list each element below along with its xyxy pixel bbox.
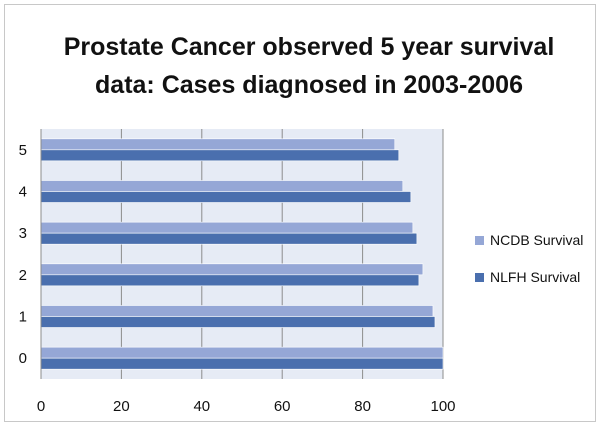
y-tick-label-5: 5 [19,142,27,159]
bar-nlfh-survival-1 [40,316,436,328]
chart-svg: Prostate Cancer observed 5 year survival… [19,33,584,415]
bar-ncdb-survival-1 [40,305,434,317]
chart-title-line-1: Prostate Cancer observed 5 year survival [64,33,555,61]
x-tick-label-60: 60 [274,398,291,415]
x-tick-label-100: 100 [430,398,455,415]
bar-nlfh-survival-5 [40,149,400,162]
chart-frame: Prostate Cancer observed 5 year survival… [4,4,596,422]
bar-ncdb-survival-0 [40,346,444,359]
bar-nlfh-survival-3 [40,232,418,245]
x-tick-label-20: 20 [113,398,130,415]
legend-label-ncdb-survival: NCDB Survival [490,232,583,248]
bar-nlfh-survival-2 [40,274,420,287]
y-tick-label-0: 0 [19,350,27,367]
legend-label-nlfh-survival: NLFH Survival [490,269,580,285]
bar-nlfh-survival-0 [40,357,444,370]
x-tick-label-80: 80 [354,398,371,415]
bar-ncdb-survival-2 [40,263,424,276]
legend-swatch-ncdb-survival [475,236,484,245]
bar-ncdb-survival-3 [40,221,414,234]
y-tick-label-2: 2 [19,267,27,284]
bar-ncdb-survival-4 [40,180,404,192]
x-tick-label-40: 40 [193,398,210,415]
legend-swatch-nlfh-survival [475,273,484,282]
y-tick-label-4: 4 [19,184,27,201]
bar-ncdb-survival-5 [40,138,396,151]
x-tick-label-0: 0 [37,398,45,415]
chart-title-line-2: data: Cases diagnosed in 2003-2006 [95,71,523,99]
plot-area [41,129,443,379]
y-tick-label-3: 3 [19,225,27,242]
bar-nlfh-survival-4 [40,191,412,203]
y-tick-label-1: 1 [19,309,27,326]
